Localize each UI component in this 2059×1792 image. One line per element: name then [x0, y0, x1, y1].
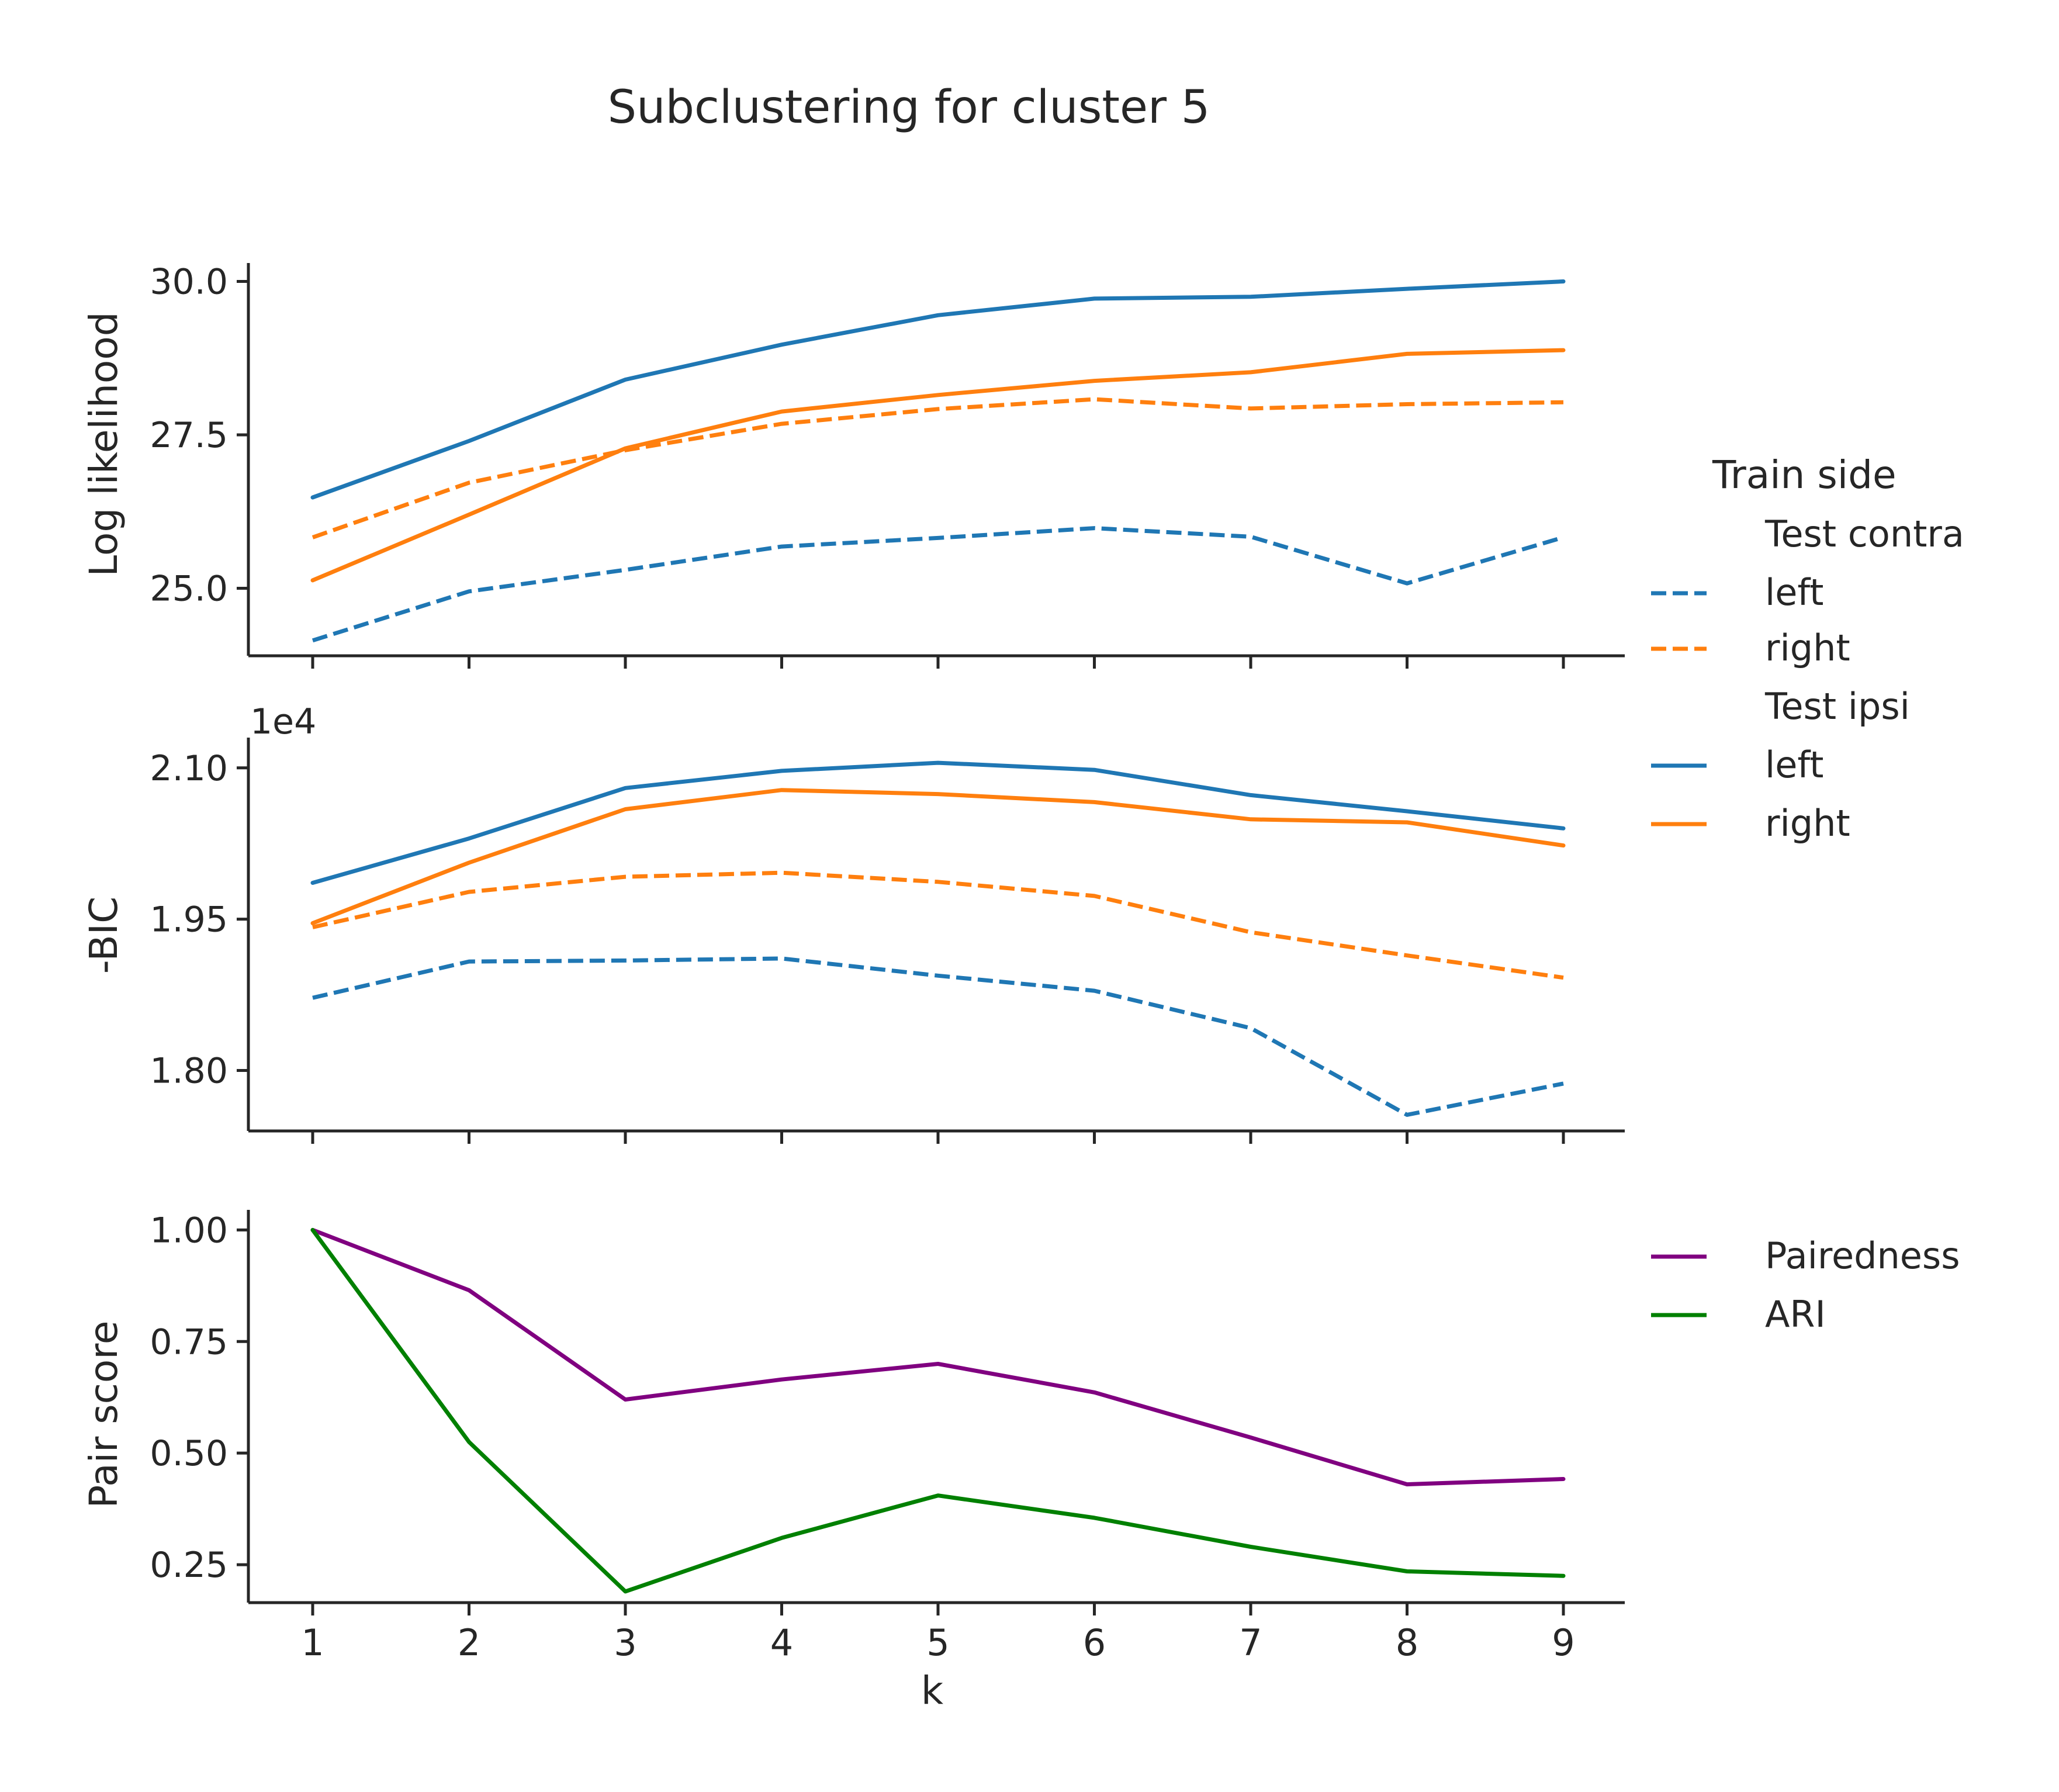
- y-tick-label: 0.25: [150, 1545, 228, 1586]
- series-contra-left-line: [312, 956, 1564, 1117]
- legend-group-test-ipsi: Test ipsi: [1764, 685, 1910, 728]
- panel-bic: 1e4 -BIC 1.80 1.95 2.10: [81, 701, 1625, 1144]
- series-contra-left-line: [312, 526, 1564, 643]
- legend-label-ipsi-left: left: [1765, 743, 1823, 786]
- x-tick-label: 1: [301, 1621, 324, 1664]
- y-axis-label-pair-score: Pair score: [81, 1320, 126, 1508]
- legend-label-ari: ARI: [1765, 1293, 1826, 1336]
- legend-pair-score: Pairedness ARI: [1651, 1234, 1960, 1336]
- x-tick-label: 8: [1396, 1621, 1418, 1664]
- panel-log-likelihood: Log likelihood 25.0 27.5 30.0: [81, 262, 1625, 669]
- x-tick-label: 7: [1239, 1621, 1262, 1664]
- x-tick-label: 4: [770, 1621, 793, 1664]
- y-tick-label: 25.0: [150, 569, 228, 610]
- x-tick-label: 9: [1552, 1621, 1574, 1664]
- series-contra-right-line: [312, 397, 1564, 539]
- x-tick-label: 3: [614, 1621, 636, 1664]
- series-ipsi-right-line: [310, 788, 1566, 925]
- series-contra-right-line: [312, 870, 1564, 980]
- y-tick-label: 2.10: [150, 748, 228, 789]
- legend-label-contra-left: left: [1765, 571, 1823, 614]
- series-pairedness-line: [310, 1227, 1566, 1487]
- series-ipsi-right-line: [310, 348, 1566, 583]
- y-tick-label: 0.50: [150, 1433, 228, 1474]
- legend-group-test-contra: Test contra: [1764, 513, 1964, 555]
- x-tick-label: 6: [1083, 1621, 1106, 1664]
- legend-train-side: Train side Test contra left right Test i…: [1651, 452, 1964, 845]
- y-axis-label-bic: -BIC: [81, 897, 126, 974]
- x-axis-label: k: [921, 1668, 944, 1713]
- legend-title: Train side: [1712, 452, 1897, 497]
- series-ipsi-left-line: [310, 760, 1566, 885]
- y-axis-offset-label: 1e4: [250, 701, 316, 742]
- legend-label-pairedness: Pairedness: [1765, 1234, 1960, 1277]
- x-tick-label: 2: [458, 1621, 480, 1664]
- series-ari-line: [310, 1227, 1566, 1594]
- y-tick-label: 1.95: [150, 900, 228, 940]
- y-tick-label: 1.00: [150, 1210, 228, 1251]
- x-tick-label: 5: [926, 1621, 949, 1664]
- y-tick-label: 30.0: [150, 262, 228, 303]
- y-tick-label: 1.80: [150, 1050, 228, 1091]
- y-axis-label-log-likelihood: Log likelihood: [81, 312, 126, 576]
- panel-pair-score: Pair score 0.25 0.50 0.75 1.00: [81, 1210, 1625, 1615]
- series-ipsi-left-line: [310, 279, 1566, 500]
- y-tick-label: 27.5: [150, 415, 228, 456]
- legend-label-contra-right: right: [1765, 627, 1850, 669]
- chart-title: Subclustering for cluster 5: [608, 81, 1210, 134]
- legend-label-ipsi-right: right: [1765, 802, 1850, 845]
- y-tick-label: 0.75: [150, 1321, 228, 1362]
